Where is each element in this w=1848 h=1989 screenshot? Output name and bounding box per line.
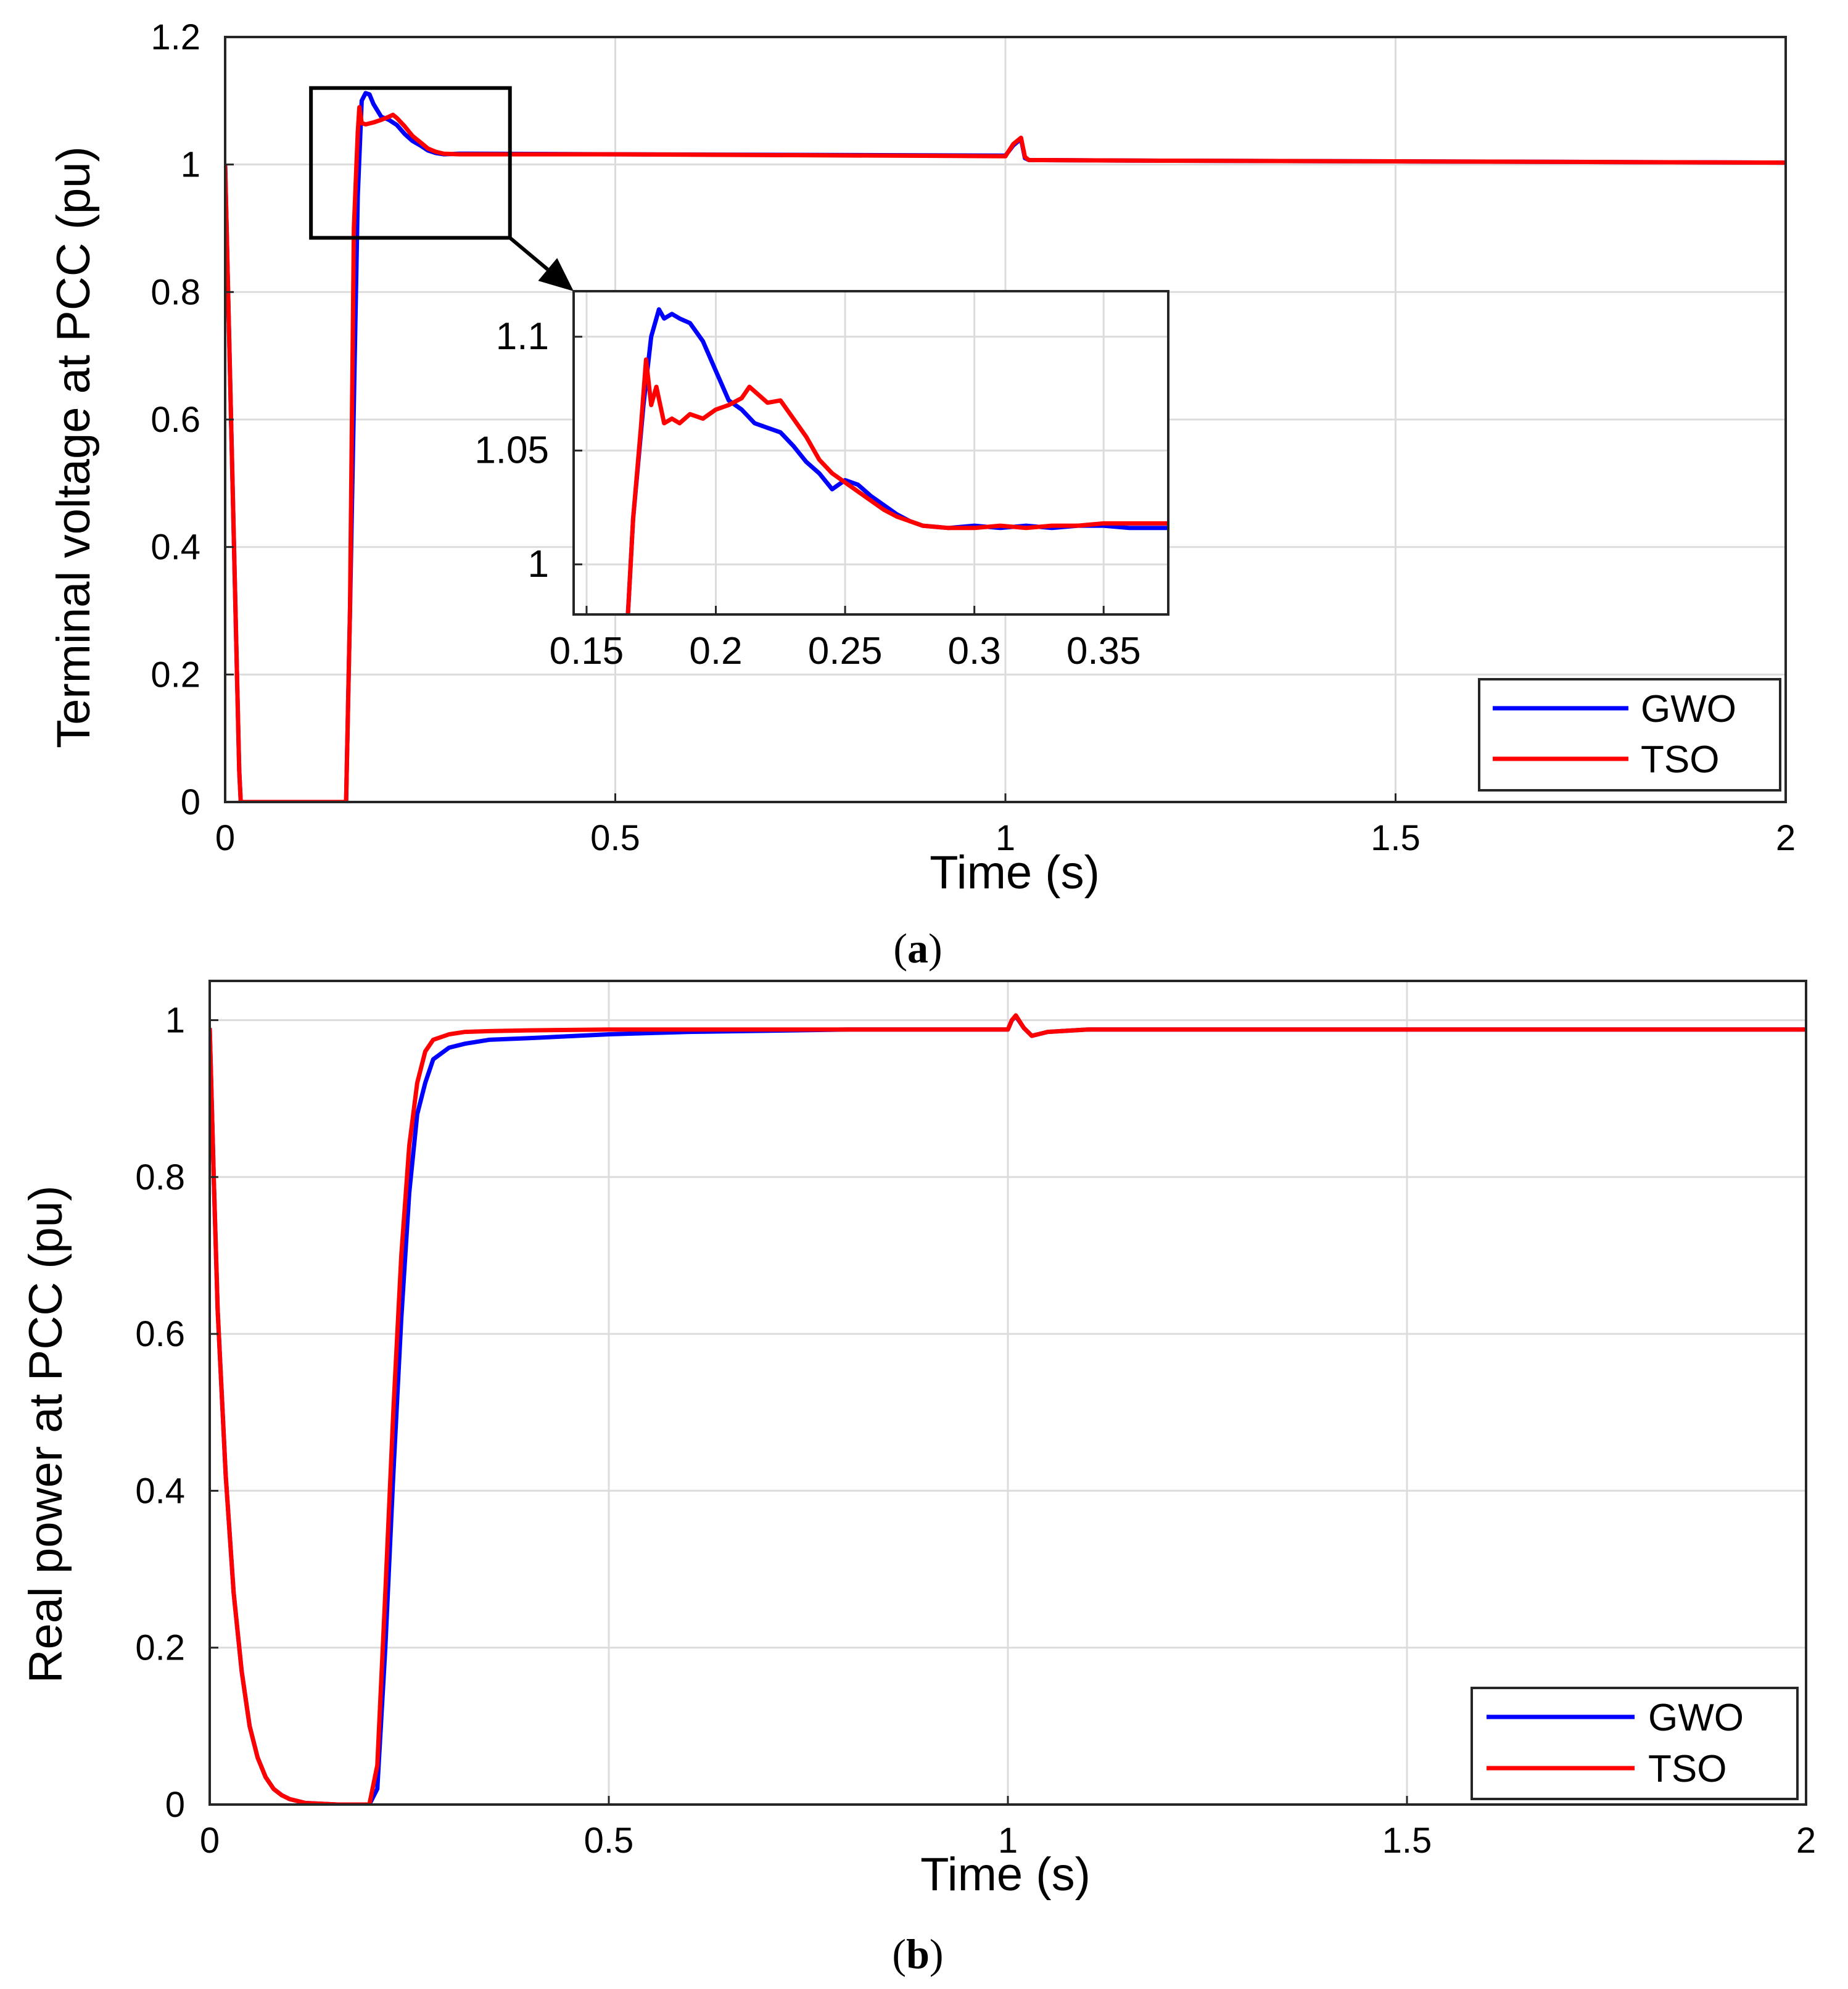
b-x-tick-label: 1 [998,1821,1018,1861]
i-x-tick-label: 0.35 [1066,630,1141,672]
b-y-tick-label: 0.2 [135,1628,185,1668]
i-x-tick-label: 0.25 [808,630,883,672]
inset-x-ticks: 0.15 0.2 0.25 0.3 0.35 [550,606,1141,672]
b-y-tick-label: 0.8 [135,1157,185,1197]
a-y-tick-label: 0 [181,782,200,822]
inset-grid [574,291,1168,614]
a-x-tick-label: 0 [215,818,235,858]
inset-y-ticks: 1 1.05 1.1 [474,315,582,585]
panel-a-legend: GWO TSO [1478,678,1781,792]
panel-b-caption-letter: b [906,1930,930,1977]
panel-b-x-axis-label: Time (s) [920,1848,1091,1901]
panel-a-x-ticks: 0 0.5 1 1.5 2 [215,793,1796,858]
panel-b-legend-box [1471,1687,1799,1800]
i-y-tick-label: 1.1 [496,315,549,358]
panel-b-x-ticks: 0 0.5 1 1.5 2 [200,1796,1816,1861]
b-x-tick-label: 0 [200,1821,220,1861]
panel-b-caption: (b) [892,1930,943,1977]
panel-a-y-axis-label: Terminal voltage at PCC (pu) [47,146,100,748]
inset-axes-frame [572,290,1169,616]
panel-b-series [210,1013,1806,1805]
panel-a-zoom-box [309,86,512,240]
b-y-tick-label: 0.4 [135,1471,185,1511]
a-x-tick-label: 1.5 [1371,818,1421,858]
i-x-tick-label: 0.3 [948,630,1001,672]
inset-series [625,307,1168,614]
a-x-tick-label: 0.5 [590,818,640,858]
panel-b-y-axis-label: Real power at PCC (pu) [20,1186,72,1684]
b-y-tick-label: 1 [165,1001,185,1041]
panel-a-legend-label-tso: TSO [1641,738,1719,781]
panel-a-legend-box [1478,678,1781,792]
b-x-tick-label: 2 [1796,1821,1816,1861]
series-line-tso [225,105,1786,802]
b-x-tick-label: 1.5 [1382,1821,1432,1861]
panel-a-zoom-arrowhead [538,258,574,291]
panel-a-zoom-arrow [508,236,549,271]
i-y-tick-label: 1 [528,543,549,585]
series-line-tso [210,1013,1806,1805]
a-x-tick-label: 2 [1776,818,1796,858]
b-y-tick-label: 0 [165,1785,185,1825]
b-y-tick-label: 0.6 [135,1314,185,1354]
panel-b-chart: 0 0.5 1 1.5 2 0 0.2 0.4 0.6 0.8 1 Time (s) Real p… [20,980,1816,1977]
panel-a-inset: 0.15 0.2 0.25 0.3 0.35 1 1.05 1.1 [474,290,1169,672]
inset-background [574,291,1168,614]
panel-a-legend-label-gwo: GWO [1641,688,1736,730]
a-y-tick-label: 0.4 [151,527,200,568]
panel-a-caption-letter: a [907,925,928,972]
panel-a-x-axis-label: Time (s) [930,846,1100,899]
a-y-tick-label: 0.6 [151,400,200,440]
a-y-tick-label: 1.2 [151,17,200,57]
panel-a-chart: 0 0.5 1 1.5 2 0 0.2 0.4 0.6 0.8 1 1.2 Time (s) Ter… [47,17,1796,972]
i-x-tick-label: 0.2 [689,630,742,672]
panel-b-legend-label-gwo: GWO [1648,1697,1744,1739]
panel-b-grid [208,981,1807,1806]
panel-b-legend-label-tso: TSO [1648,1748,1726,1790]
a-x-tick-label: 1 [996,818,1015,858]
panel-b-legend: GWO TSO [1471,1687,1799,1800]
i-y-tick-label: 1.05 [474,429,549,471]
panel-a-y-ticks: 0 0.2 0.4 0.6 0.8 1 1.2 [151,17,234,822]
panel-b-y-ticks: 0 0.2 0.4 0.6 0.8 1 [135,1001,218,1825]
panel-a-caption: (a) [893,925,942,972]
a-y-tick-label: 1 [181,145,200,185]
a-y-tick-label: 0.8 [151,272,200,312]
panel-a-series [225,91,1786,802]
b-x-tick-label: 0.5 [584,1821,634,1861]
i-x-tick-label: 0.15 [550,630,624,672]
series-line-tso [625,357,1168,614]
a-y-tick-label: 0.2 [151,655,200,695]
